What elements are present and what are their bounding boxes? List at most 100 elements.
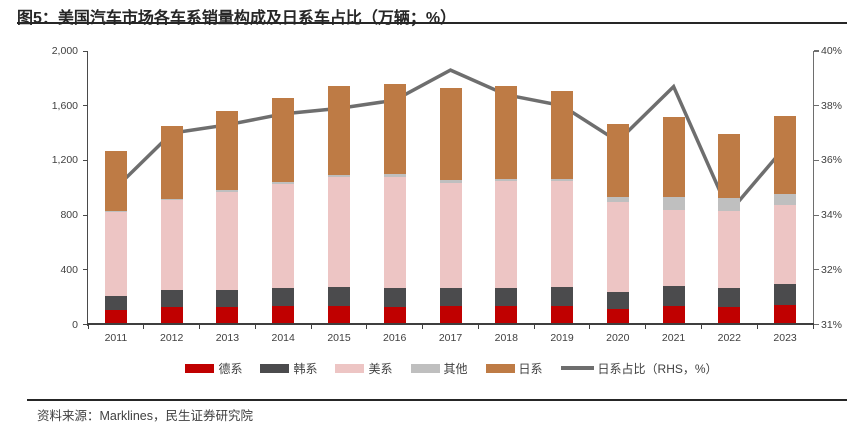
x-axis-tick [756,324,758,330]
bar-korean-2019 [551,287,573,306]
bar-german-2023 [774,304,797,325]
x-axis-label-2021: 2021 [661,332,686,344]
legend-item-german: 德系 [185,360,242,377]
bar-other-2023 [774,194,797,205]
bar-japanese-2011 [104,150,127,211]
x-axis-tick [477,324,479,330]
bar-korean-2020 [606,291,629,309]
bar-japanese-2015 [328,85,350,175]
left-axis-tick [83,269,87,271]
left-axis-tick-label: 1,200 [51,154,78,167]
bar-german-2018 [495,306,518,325]
right-axis-tick-label: 38% [821,99,843,112]
bar-american-2018 [495,180,518,289]
bar-japanese-2016 [383,83,406,175]
right-axis-tick-label: 31% [821,318,843,331]
bar-other-2015 [328,174,350,177]
bar-german-2012 [160,307,183,325]
x-axis-label-2020: 2020 [606,332,630,344]
bar-korean-2022 [718,287,741,308]
bar-korean-2014 [272,288,295,307]
right-axis-tick [814,50,819,52]
bar-american-2021 [662,210,685,286]
legend-swatch-japanese [485,363,515,373]
bar-korean-2012 [160,290,183,308]
bar-other-2013 [216,189,239,192]
x-axis-tick [254,324,256,330]
bar-japanese-2021 [662,117,685,197]
bar-japanese-2017 [439,88,462,180]
x-axis-tick [701,324,702,330]
bar-german-2022 [718,307,741,325]
bar-german-2015 [328,305,350,325]
right-axis-line [812,51,814,326]
right-axis-tick-label: 34% [821,209,843,222]
bar-japanese-2013 [216,110,239,190]
bar-other-2012 [160,198,183,201]
left-axis-tick [83,214,87,216]
bar-german-2020 [606,308,629,325]
right-axis-tick [814,105,819,107]
x-axis-label-2016: 2016 [383,332,407,344]
bar-korean-2015 [328,287,350,306]
bar-japanese-2014 [272,97,295,183]
bar-other-2016 [383,174,406,177]
left-axis-tick [83,324,87,325]
right-axis-tick [814,159,819,161]
bar-korean-2011 [104,295,127,311]
legend-swatch-korean [260,363,290,373]
x-axis-label-2023: 2023 [773,332,797,344]
x-axis-tick [199,324,200,330]
legend-swatch-other [410,363,440,373]
bar-german-2016 [383,306,406,325]
legend-item-korean: 韩系 [260,360,317,377]
x-axis-label-2018: 2018 [494,332,518,344]
bar-korean-2013 [216,289,239,307]
bar-korean-2017 [439,288,462,307]
bar-other-2020 [606,197,629,202]
bar-american-2011 [104,211,127,296]
legend-label-japanese-share-rhs: 日系占比（RHS，%） [597,361,718,376]
bar-american-2014 [272,183,295,289]
legend-item-american: 美系 [335,360,393,377]
bar-american-2012 [160,200,183,291]
left-axis-tick-label: 800 [60,209,78,222]
bar-american-2020 [606,201,629,292]
legend-item-japanese-share-rhs: 日系占比（RHS，%） [560,360,718,377]
legend-swatch-german [185,363,215,373]
bar-korean-2023 [774,284,797,305]
left-axis-line [87,51,88,326]
bar-other-2019 [551,179,573,182]
legend-label-japanese: 日系 [518,361,543,376]
bar-american-2022 [718,211,741,288]
right-axis-tick [814,323,819,326]
bar-korean-2018 [495,288,518,307]
left-axis-tick-label: 400 [60,263,78,276]
bar-other-2011 [104,210,127,212]
left-axis-tick-label: 0 [72,318,78,331]
x-axis-tick [310,324,312,330]
right-axis-tick-label: 40% [821,45,843,57]
x-axis-tick [589,324,591,330]
bar-other-2021 [662,196,685,210]
bar-german-2013 [216,306,239,325]
x-axis-tick [87,324,89,330]
bar-korean-2021 [662,285,685,307]
bar-korean-2016 [383,287,406,307]
right-axis-tick-label: 36% [821,154,843,167]
x-axis-label-2011: 2011 [104,332,128,344]
left-axis-tick-label: 2,000 [51,45,78,57]
chart-legend: 德系 韩系 美系 其他 日系 日系占比（RHS，%） [0,359,855,377]
bar-other-2014 [272,182,295,184]
bar-other-2017 [439,180,462,183]
left-axis-tick-label: 1,600 [51,99,78,112]
right-axis-tick [814,269,819,271]
x-axis-label-2017: 2017 [438,332,463,344]
x-axis-tick [812,324,814,330]
bar-american-2015 [328,176,350,288]
bar-german-2017 [439,306,462,325]
legend-swatch-japanese-share-rhs [560,366,594,370]
title-rule [17,22,847,24]
legend-item-japanese: 日系 [485,360,543,377]
